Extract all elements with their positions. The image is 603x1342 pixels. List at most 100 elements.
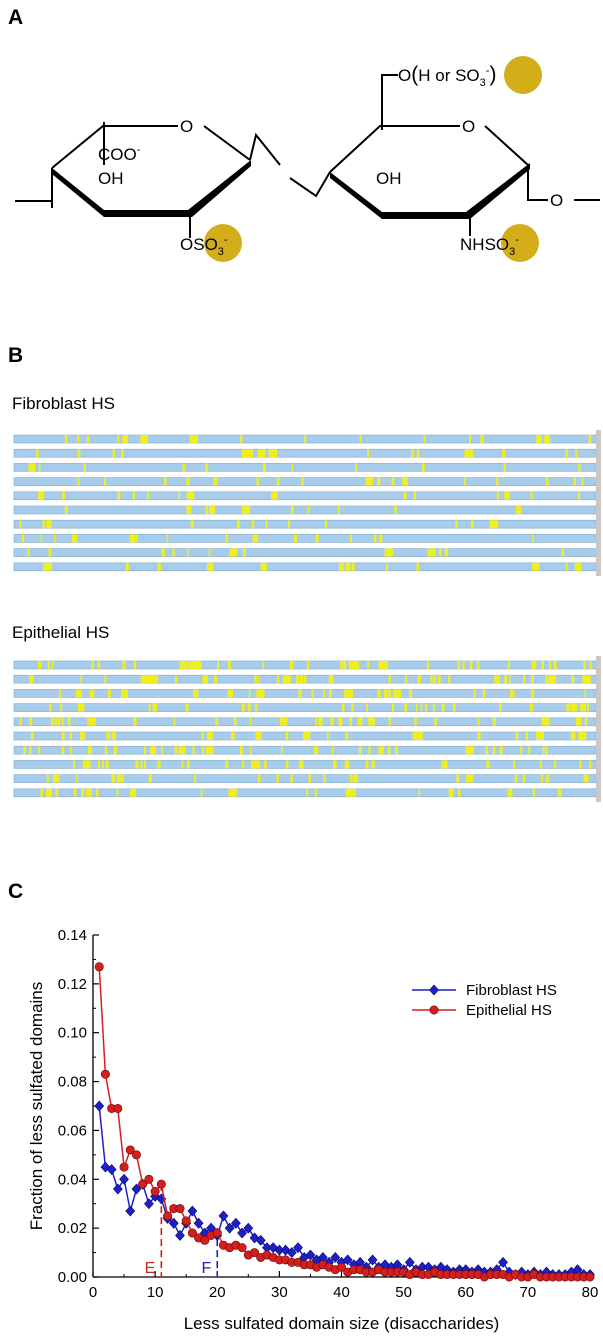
sulfated-mark (388, 675, 391, 684)
sulfated-mark (201, 746, 204, 755)
sulfated-mark (570, 732, 573, 740)
sulfated-mark (74, 788, 77, 797)
sulfated-mark (192, 746, 195, 755)
data-point (230, 1217, 241, 1229)
sulfated-mark (264, 760, 267, 769)
sulfated-mark (345, 788, 352, 797)
sulfated-mark (214, 675, 218, 684)
sulfated-mark (492, 746, 496, 755)
sulfated-mark (412, 732, 422, 740)
sulfated-mark (542, 746, 545, 755)
sulfated-mark (417, 675, 421, 684)
sulfated-mark (198, 661, 201, 669)
sulfated-mark (77, 703, 81, 712)
sulfated-mark (272, 449, 278, 458)
y-tick-label: 0.02 (58, 1220, 87, 1237)
data-point (293, 1242, 303, 1254)
sulfated-mark (584, 717, 588, 726)
data-point (255, 1234, 266, 1246)
sulfated-mark (182, 463, 186, 472)
sulfated-mark (351, 562, 355, 571)
sulfated-mark (43, 562, 52, 571)
sulfated-mark (426, 661, 430, 669)
sulfated-mark (515, 732, 518, 740)
sulfated-mark (87, 717, 90, 726)
sulfated-mark (391, 703, 395, 712)
sulfated-mark (575, 449, 578, 458)
sulfated-mark (179, 661, 186, 669)
sulfated-mark (53, 534, 56, 543)
sulfated-mark (233, 717, 237, 726)
data-point (187, 1228, 197, 1238)
sulfated-mark (345, 732, 349, 740)
sulfated-mark (215, 477, 218, 486)
x-tick-label: 60 (457, 1284, 474, 1301)
sulfated-mark (446, 548, 449, 557)
sulfated-mark (349, 717, 352, 726)
panel-label-a: A (8, 6, 24, 29)
sulfated-mark (338, 562, 344, 571)
sulfated-mark (164, 477, 167, 486)
sulfated-mark (193, 661, 202, 669)
sulfated-mark (252, 534, 255, 543)
sulfated-mark (512, 689, 515, 698)
sulfated-mark (206, 562, 214, 571)
data-point (144, 1198, 154, 1210)
sulfated-mark (496, 491, 499, 500)
sulfated-mark (333, 760, 336, 769)
sulfated-mark (23, 746, 26, 755)
tail-oxygen: O (550, 191, 563, 210)
carboxyl-label: COO- (98, 144, 141, 164)
sulfated-mark (133, 661, 137, 669)
sulfated-mark (365, 760, 369, 769)
sulfated-mark (576, 717, 582, 726)
sulfated-mark (512, 760, 516, 769)
data-point (119, 1162, 129, 1172)
sulfated-mark (38, 491, 44, 500)
sulfated-mark (185, 703, 189, 712)
data-point (237, 1227, 248, 1239)
sulfated-mark (29, 746, 32, 755)
sulfated-mark (231, 732, 233, 740)
sulfated-mark (135, 760, 139, 769)
sulfated-mark (217, 661, 220, 669)
sulfated-mark (546, 774, 549, 783)
sulfated-mark (70, 732, 73, 740)
sulfated-mark (458, 788, 461, 797)
sulfated-mark (186, 760, 190, 769)
sulfated-mark (574, 562, 582, 571)
sulfated-mark (186, 548, 189, 557)
data-point (181, 1216, 191, 1226)
sulfated-mark (540, 774, 543, 783)
sulfated-mark (581, 477, 584, 486)
sulfated-mark (212, 506, 216, 514)
data-point (131, 1183, 142, 1195)
y-axis-label: Fraction of less sulfated domains (27, 982, 46, 1231)
sulfated-mark (91, 661, 94, 669)
sulfated-mark (338, 717, 341, 726)
sulfated-mark (448, 788, 454, 797)
sulfated-mark (330, 717, 334, 726)
sulfated-mark (531, 689, 535, 698)
sulfated-mark (161, 548, 165, 557)
sulfated-mark (531, 661, 537, 669)
y-tick-label: 0.14 (58, 927, 87, 944)
sulfated-mark (69, 746, 72, 755)
sulfated-mark (386, 562, 389, 571)
sulfated-mark (98, 661, 101, 669)
sulfated-mark (306, 788, 309, 797)
sulfated-mark (254, 675, 257, 684)
sulfated-mark (578, 732, 581, 740)
x-tick-label: 40 (333, 1284, 350, 1301)
sulfated-mark (307, 506, 310, 514)
sulfated-mark (536, 435, 542, 443)
sulfated-mark (358, 746, 362, 755)
sulfated-mark (77, 477, 80, 486)
y-tick-label: 0.12 (58, 976, 87, 993)
sulfated-mark (439, 548, 442, 557)
sulfated-mark (298, 760, 304, 769)
sulfated-mark (571, 675, 575, 684)
sulfated-mark (140, 675, 150, 684)
sulfated-mark (541, 661, 544, 669)
